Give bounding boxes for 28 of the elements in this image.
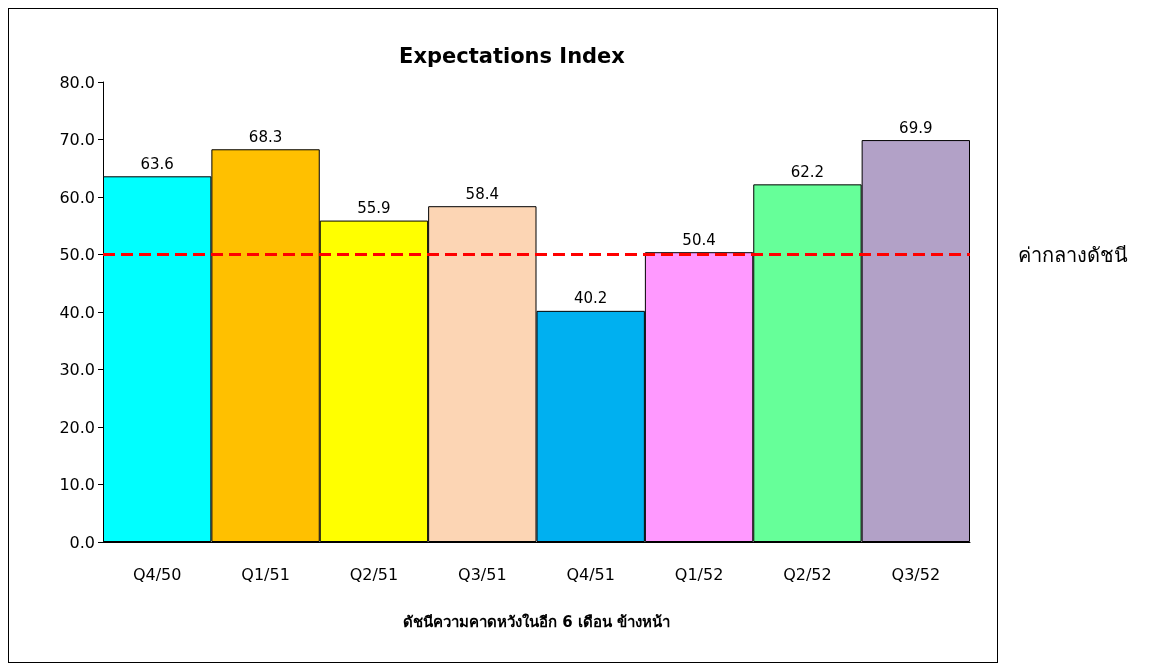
chart-title: Expectations Index [399,43,626,68]
x-tick-label: Q4/50 [132,564,182,584]
y-tick-label: 70.0 [59,130,95,149]
x-axis-title: ดัชนีความคาดหวังในอีก 6 เดือน ข้างหน้า [402,612,671,631]
x-tick-label: Q2/52 [783,564,832,584]
y-tick-label: 60.0 [59,187,95,207]
data-label: 62.2 [790,162,825,181]
data-label: 55.9 [357,199,391,218]
y-tick-label: 10.0 [59,475,95,494]
y-tick-label: 80.0 [59,72,95,92]
y-tick-label: 50.0 [59,245,95,264]
x-tick-label: Q2/51 [349,564,399,584]
y-tick-label: 30.0 [59,360,95,379]
x-tick-label: Q3/52 [891,564,941,584]
ref-line-label: ค่ากลางดัชนี [1018,242,1128,267]
data-label: 69.9 [899,118,933,137]
data-label: 50.4 [682,230,716,249]
data-label: 63.6 [140,154,174,173]
x-tick-label: Q3/51 [458,564,507,584]
data-label: 68.3 [248,127,283,146]
data-label: 58.4 [465,184,500,203]
x-tick-label: Q1/52 [674,564,724,584]
y-tick-label: 20.0 [59,417,95,437]
x-tick-label: Q1/51 [241,564,290,584]
y-tick-label: 40.0 [59,302,95,322]
data-label: 40.2 [573,289,608,308]
y-tick-label: 0.0 [69,532,95,552]
x-tick-label: Q4/51 [566,564,615,584]
